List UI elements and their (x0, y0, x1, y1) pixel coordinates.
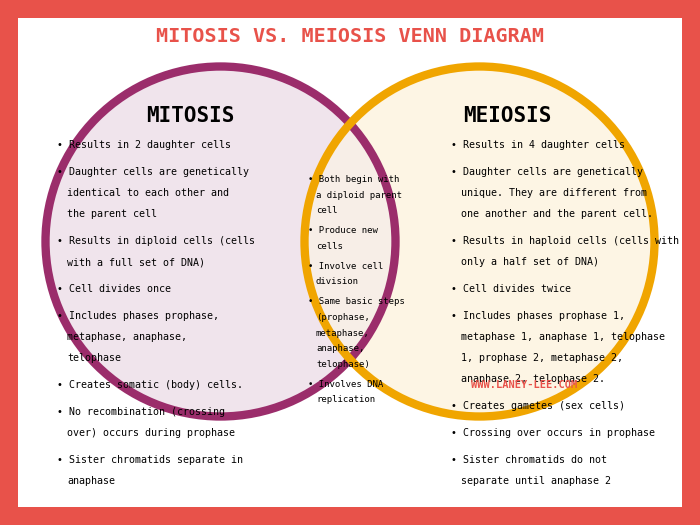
Text: separate until anaphase 2: separate until anaphase 2 (461, 476, 610, 487)
Text: one another and the parent cell.: one another and the parent cell. (461, 209, 652, 219)
Text: • Same basic steps: • Same basic steps (308, 297, 405, 307)
Text: 1, prophase 2, metaphase 2,: 1, prophase 2, metaphase 2, (461, 353, 622, 363)
FancyBboxPatch shape (18, 18, 682, 507)
Text: • Results in 2 daughter cells: • Results in 2 daughter cells (57, 140, 231, 150)
Text: • Results in haploid cells (cells with: • Results in haploid cells (cells with (451, 236, 678, 246)
Text: • Involve cell: • Involve cell (308, 262, 384, 271)
Text: only a half set of DNA): only a half set of DNA) (461, 257, 598, 267)
Text: identical to each other and: identical to each other and (67, 188, 229, 198)
Text: MITOSIS: MITOSIS (146, 106, 234, 125)
Text: • Involves DNA: • Involves DNA (308, 380, 384, 389)
Text: • Daughter cells are genetically: • Daughter cells are genetically (451, 167, 643, 177)
Text: • Includes phases prophase,: • Includes phases prophase, (57, 311, 219, 321)
Text: replication: replication (316, 395, 375, 404)
Text: • No recombination (crossing: • No recombination (crossing (57, 407, 225, 417)
Text: WWW.LANEY-LEE.COM: WWW.LANEY-LEE.COM (471, 380, 578, 390)
Circle shape (304, 67, 654, 416)
Text: • Cell divides once: • Cell divides once (57, 284, 171, 294)
Text: anaphase 2, telophase 2.: anaphase 2, telophase 2. (461, 374, 605, 384)
Text: cell: cell (316, 206, 337, 215)
Text: telophase): telophase) (316, 360, 370, 369)
Text: MITOSIS VS. MEIOSIS VENN DIAGRAM: MITOSIS VS. MEIOSIS VENN DIAGRAM (156, 26, 544, 46)
Text: • Crossing over occurs in prophase: • Crossing over occurs in prophase (451, 428, 654, 438)
Text: division: division (316, 277, 359, 287)
Text: anaphase: anaphase (67, 476, 115, 487)
Text: MEIOSIS: MEIOSIS (463, 106, 552, 125)
Text: • Sister chromatids separate in: • Sister chromatids separate in (57, 455, 243, 465)
Text: (prophase,: (prophase, (316, 313, 370, 322)
Text: • Creates gametes (sex cells): • Creates gametes (sex cells) (451, 401, 624, 412)
Text: • Sister chromatids do not: • Sister chromatids do not (451, 455, 606, 465)
Text: • Includes phases prophase 1,: • Includes phases prophase 1, (451, 311, 624, 321)
Circle shape (46, 67, 395, 416)
Text: metaphase 1, anaphase 1, telophase: metaphase 1, anaphase 1, telophase (461, 332, 664, 342)
Text: anaphase,: anaphase, (316, 344, 365, 353)
Text: unique. They are different from: unique. They are different from (461, 188, 647, 198)
Text: • Cell divides twice: • Cell divides twice (451, 284, 570, 294)
Text: • Results in diploid cells (cells: • Results in diploid cells (cells (57, 236, 255, 246)
Text: with a full set of DNA): with a full set of DNA) (67, 257, 205, 267)
Text: over) occurs during prophase: over) occurs during prophase (67, 428, 235, 438)
Text: telophase: telophase (67, 353, 121, 363)
Text: metaphase,: metaphase, (316, 329, 370, 338)
Text: a diploid parent: a diploid parent (316, 191, 402, 200)
Text: • Creates somatic (body) cells.: • Creates somatic (body) cells. (57, 380, 243, 390)
Text: • Produce new: • Produce new (308, 226, 378, 235)
Text: • Both begin with: • Both begin with (308, 175, 400, 184)
Text: • Results in 4 daughter cells: • Results in 4 daughter cells (451, 140, 624, 150)
Text: metaphase, anaphase,: metaphase, anaphase, (67, 332, 187, 342)
Text: the parent cell: the parent cell (67, 209, 157, 219)
Circle shape (46, 67, 395, 416)
Text: cells: cells (316, 242, 343, 251)
Text: • Daughter cells are genetically: • Daughter cells are genetically (57, 167, 249, 177)
